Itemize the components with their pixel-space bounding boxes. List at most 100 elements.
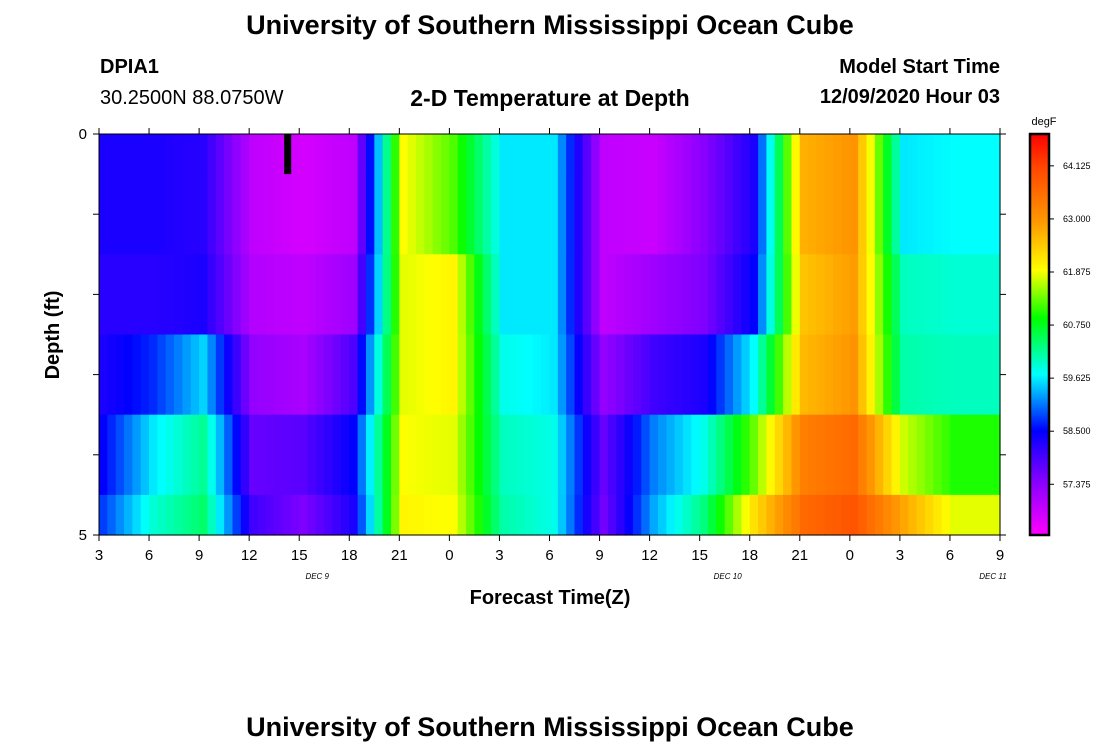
heatmap-cell	[641, 134, 651, 175]
heatmap-cell	[724, 494, 734, 536]
heatmap-cell	[657, 134, 667, 175]
x-tick-label: 21	[791, 547, 808, 564]
heatmap-cell	[808, 494, 818, 536]
heatmap-cell	[174, 494, 184, 536]
heatmap-cell	[949, 334, 959, 416]
heatmap-cell	[632, 254, 642, 336]
heatmap-cell	[324, 494, 334, 536]
heatmap-cell	[532, 174, 542, 255]
heatmap-cell	[174, 414, 184, 496]
heatmap-cell	[224, 334, 234, 416]
title-top: University of Southern Mississippi Ocean…	[246, 10, 854, 40]
heatmap-cell	[716, 134, 726, 175]
heatmap-cell	[908, 254, 918, 336]
heatmap-cell	[290, 334, 300, 416]
heatmap-cell	[199, 334, 209, 416]
heatmap-cell	[916, 174, 926, 255]
heatmap-cell	[274, 174, 284, 255]
heatmap-cell	[132, 494, 142, 536]
heatmap-cell	[733, 254, 742, 336]
model-start-value: 12/09/2020 Hour 03	[819, 86, 1000, 108]
heatmap-cell	[474, 174, 484, 255]
heatmap-cell	[924, 254, 934, 336]
heatmap-cell	[816, 334, 826, 416]
heatmap-cell	[365, 414, 375, 496]
heatmap-cell	[691, 174, 701, 255]
heatmap-cell	[966, 494, 976, 536]
heatmap-cell	[265, 254, 275, 336]
heatmap-cell	[115, 414, 125, 496]
heatmap-cell	[891, 334, 901, 416]
heatmap-cell	[140, 254, 150, 336]
heatmap-cell	[482, 174, 492, 255]
heatmap-cell	[549, 494, 559, 536]
heatmap-cell	[190, 134, 200, 175]
heatmap-cell	[399, 334, 409, 416]
heatmap-cell	[866, 134, 876, 175]
heatmap-cell	[149, 334, 158, 416]
heatmap-cell	[357, 494, 367, 536]
heatmap-cell	[299, 494, 309, 536]
heatmap-cell	[833, 334, 843, 416]
heatmap-cell	[149, 254, 158, 336]
heatmap-cell	[632, 334, 642, 416]
heatmap-cell	[766, 494, 776, 536]
x-tick-label: 0	[846, 547, 854, 564]
heatmap-cell	[649, 134, 659, 175]
heatmap-cell	[132, 254, 142, 336]
heatmap-cell	[616, 134, 626, 175]
heatmap-cell	[357, 414, 367, 496]
heatmap-cell	[774, 174, 784, 255]
heatmap-cell	[307, 254, 317, 336]
heatmap-cell	[816, 414, 826, 496]
heatmap-cell	[883, 494, 893, 536]
heatmap-cell	[390, 334, 400, 416]
heatmap-cell	[516, 134, 526, 175]
heatmap-cell	[332, 254, 342, 336]
heatmap-cell	[332, 174, 342, 255]
heatmap-cell	[607, 174, 617, 255]
heatmap-cell	[282, 414, 292, 496]
heatmap-cell	[190, 414, 200, 496]
heatmap-cell	[899, 334, 909, 416]
heatmap-cell	[165, 134, 175, 175]
heatmap-cell	[340, 174, 350, 255]
heatmap-cell	[491, 414, 501, 496]
heatmap-cell	[390, 174, 400, 255]
heatmap-cell	[474, 494, 484, 536]
heatmap-cell	[607, 334, 617, 416]
heatmap-cell	[357, 134, 367, 175]
heatmap-cell	[691, 494, 701, 536]
heatmap-cell	[541, 134, 551, 175]
heatmap-cell	[941, 174, 951, 255]
heatmap-cell	[808, 414, 818, 496]
heatmap-cell	[833, 134, 843, 175]
heatmap-cell	[315, 174, 325, 255]
heatmap-cell	[507, 494, 517, 536]
heatmap-cell	[224, 174, 234, 255]
heatmap-cell	[466, 414, 476, 496]
heatmap-cell	[591, 334, 601, 416]
heatmap-cell	[858, 254, 868, 336]
heatmap-cell	[824, 134, 834, 175]
heatmap-cell	[474, 254, 484, 336]
heatmap-cell	[891, 134, 901, 175]
heatmap-cell	[899, 494, 909, 536]
heatmap-cell	[674, 334, 684, 416]
heatmap-cell	[432, 254, 442, 336]
heatmap-cell	[874, 134, 884, 175]
heatmap-cell	[549, 174, 559, 255]
heatmap-cell	[132, 134, 142, 175]
heatmap-cell	[874, 414, 884, 496]
colorbar-tick-label: 57.375	[1063, 479, 1091, 489]
heatmap-cell	[199, 174, 209, 255]
heatmap-cell	[124, 174, 133, 255]
heatmap-cell	[441, 334, 450, 416]
heatmap-cell	[532, 414, 542, 496]
heatmap-cell	[124, 334, 133, 416]
heatmap-cell	[624, 414, 634, 496]
heatmap-cell	[357, 334, 367, 416]
heatmap-cell	[299, 254, 309, 336]
heatmap-cell	[215, 334, 225, 416]
heatmap-cell	[657, 174, 667, 255]
